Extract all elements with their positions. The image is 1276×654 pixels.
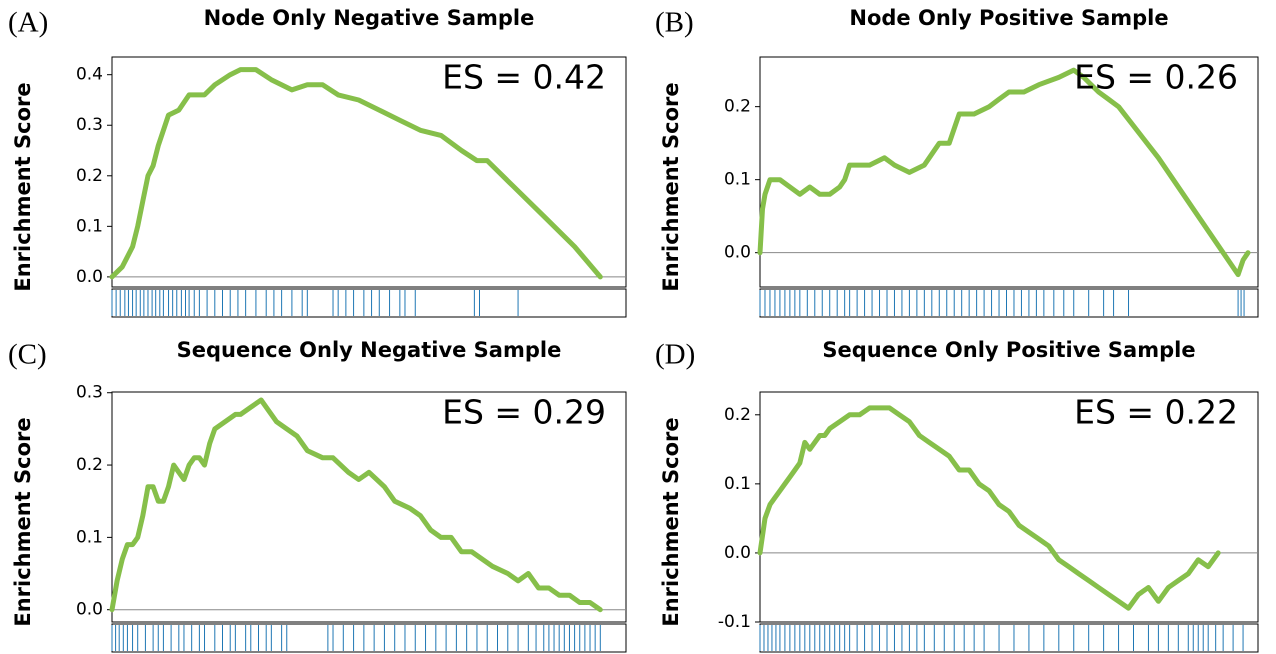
- subplot-title: Sequence Only Positive Sample: [822, 338, 1195, 362]
- subplot-title: Node Only Positive Sample: [849, 6, 1168, 30]
- subplot-title: Sequence Only Negative Sample: [177, 338, 562, 362]
- y-tick-label: 0.3: [76, 383, 103, 403]
- subplot: (A) Node Only Negative Sample Enrichment S…: [8, 6, 627, 318]
- plot-frame: [111, 391, 627, 623]
- y-tick-label: 0.1: [76, 216, 103, 236]
- panel-label: (A): [8, 7, 48, 39]
- y-tick-label: 0.1: [724, 170, 751, 190]
- es-annotation: ES = 0.26: [1074, 58, 1238, 97]
- plot-frame: [111, 56, 627, 288]
- plot-frame: [759, 56, 1259, 288]
- panel-label: (B): [655, 7, 694, 39]
- y-tick-label: 0.2: [724, 97, 751, 117]
- y-axis-label: Enrichment Score: [659, 82, 683, 291]
- enrichment-line: [109, 397, 603, 613]
- panel-label: (D): [655, 339, 695, 371]
- enrichment-line: [757, 67, 1251, 278]
- y-tick-label: 0.3: [76, 115, 103, 135]
- enrichment-line: [109, 67, 603, 280]
- y-tick-label: 0.0: [76, 267, 103, 287]
- y-tick-label: 0.2: [724, 405, 751, 425]
- y-tick-label: -0.1: [718, 612, 751, 632]
- subplot: (B) Node Only Positive Sample Enrichment S…: [655, 6, 1259, 318]
- hit-strip-frame: [759, 288, 1259, 318]
- y-tick-label: 0.2: [76, 455, 103, 475]
- y-axis-label: Enrichment Score: [659, 417, 683, 626]
- plot-frame: [759, 391, 1259, 623]
- y-tick-label: 0.2: [76, 166, 103, 186]
- y-tick-label: 0.4: [76, 65, 103, 85]
- subplot: (D) Sequence Only Positive Sample Enrichme…: [655, 338, 1259, 653]
- subplot-title: Node Only Negative Sample: [204, 6, 535, 30]
- y-tick-label: 0.0: [76, 600, 103, 620]
- subplot: (C) Sequence Only Negative Sample Enrichme…: [8, 338, 627, 653]
- es-annotation: ES = 0.22: [1074, 393, 1238, 432]
- y-axis-label: Enrichment Score: [11, 417, 35, 626]
- y-tick-label: 0.1: [76, 527, 103, 547]
- y-tick-label: 0.0: [724, 543, 751, 563]
- y-tick-label: 0.1: [724, 474, 751, 494]
- es-annotation: ES = 0.29: [442, 393, 606, 432]
- panel-label: (C): [8, 339, 47, 371]
- enrichment-line: [757, 405, 1221, 611]
- y-axis-label: Enrichment Score: [11, 82, 35, 291]
- y-tick-label: 0.0: [724, 243, 751, 263]
- es-annotation: ES = 0.42: [442, 58, 606, 97]
